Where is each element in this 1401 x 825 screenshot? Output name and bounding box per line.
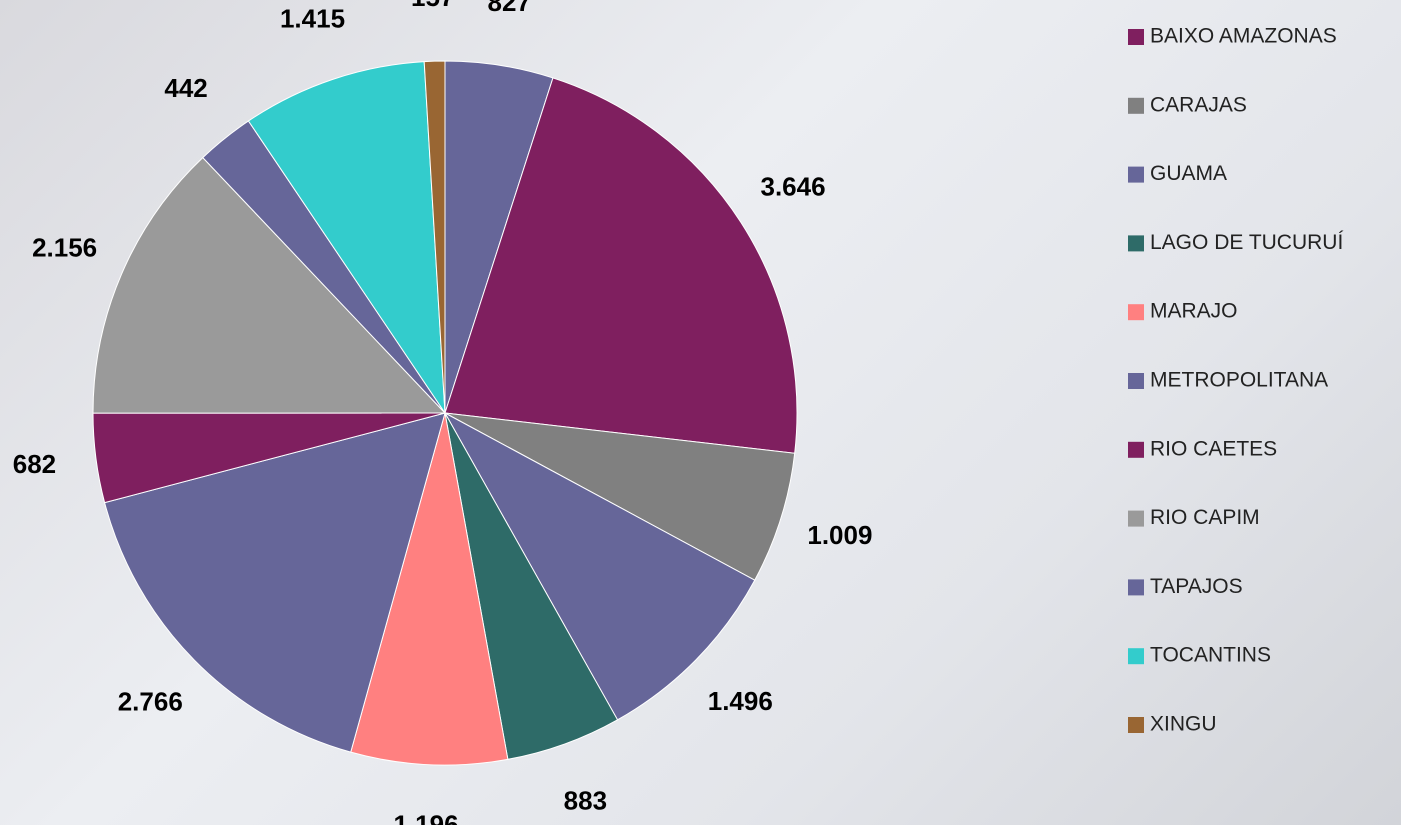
- chart: 827 3.646 1.009 1.496 883 1.196 2.766 682 2.156 4…: [0, 0, 1401, 825]
- legend-label: BAIXO AMAZONAS: [1150, 25, 1337, 48]
- legend-swatch: [1128, 442, 1144, 458]
- legend-label: RIO CAETES: [1150, 437, 1277, 460]
- value-label: 2.156: [32, 232, 97, 262]
- legend-label: MARAJO: [1150, 300, 1238, 323]
- value-label: 682: [13, 449, 56, 479]
- legend-label: CARAJAS: [1150, 93, 1247, 116]
- value-label: 1.196: [394, 809, 459, 825]
- legend-label: TOCANTINS: [1150, 644, 1271, 667]
- legend-swatch: [1128, 511, 1144, 527]
- value-label: 442: [164, 73, 207, 103]
- legend-label: METROPOLITANA: [1150, 369, 1328, 392]
- legend-label: LAGO DE TUCURUÍ: [1150, 231, 1343, 254]
- legend-swatch: [1128, 373, 1144, 389]
- value-label: 1.496: [708, 686, 773, 716]
- value-label: 2.766: [118, 687, 183, 717]
- legend-swatch: [1128, 29, 1144, 45]
- value-label: 1.009: [807, 520, 872, 550]
- legend-swatch: [1128, 167, 1144, 183]
- legend-label: TAPAJOS: [1150, 575, 1243, 598]
- value-label: 157: [411, 0, 454, 12]
- legend-swatch: [1128, 579, 1144, 595]
- legend-label: GUAMA: [1150, 162, 1227, 185]
- value-label: 3.646: [761, 172, 826, 202]
- legend-swatch: [1128, 235, 1144, 251]
- legend-swatch: [1128, 304, 1144, 320]
- legend-label: XINGU: [1150, 713, 1217, 736]
- value-label: 883: [564, 785, 607, 815]
- value-label: 1.415: [280, 4, 345, 34]
- legend-swatch: [1128, 98, 1144, 114]
- legend-label: RIO CAPIM: [1150, 506, 1260, 529]
- legend-swatch: [1128, 717, 1144, 733]
- value-label: 827: [488, 0, 531, 17]
- legend-swatch: [1128, 648, 1144, 664]
